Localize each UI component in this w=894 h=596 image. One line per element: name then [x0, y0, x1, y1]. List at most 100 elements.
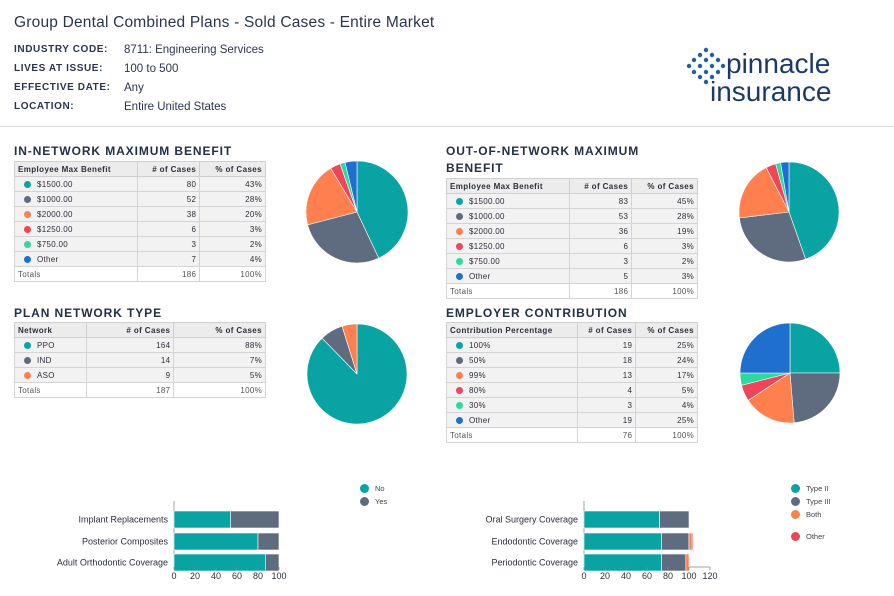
cell-cases: 83 [569, 193, 633, 209]
cell-pct: 45% [631, 193, 698, 209]
x-tick-label: 20 [190, 571, 200, 581]
category-label: Periodontic Coverage [491, 558, 578, 568]
pie-slice [356, 160, 409, 259]
category-label: Oral Surgery Coverage [485, 515, 578, 525]
legend-dot-icon [456, 371, 463, 379]
logo-text-bottom: insurance [710, 76, 832, 107]
row-label: Other [37, 254, 59, 264]
pie-plan-network [306, 323, 408, 425]
bar-chart-coverage: Implant Replacements Posterior Composites… [57, 501, 287, 581]
x-tick-label: 80 [253, 571, 263, 581]
x-tick-label: 40 [621, 571, 631, 581]
totals-cases: 76 [577, 427, 637, 443]
cell-label: Other [445, 268, 571, 284]
category-label: Posterior Composites [82, 537, 169, 547]
cell-pct: 2% [631, 253, 698, 269]
row-label: $1000.00 [469, 211, 505, 221]
table-row: 80% 4 5% [445, 382, 698, 398]
legend-dot-icon [24, 371, 31, 379]
cell-label: $1000.00 [13, 191, 139, 207]
legend-item: Other [791, 530, 831, 543]
x-tick-label: 0 [581, 571, 586, 581]
category-label: Implant Replacements [78, 515, 168, 525]
legend-swatch [360, 484, 369, 493]
section-title-plan-network: PLAN NETWORK TYPE [14, 306, 162, 320]
cell-label: $750.00 [445, 253, 571, 269]
cell-pct: 28% [199, 191, 266, 207]
meta-value: 100 to 500 [124, 62, 179, 75]
bar-segment [257, 532, 280, 551]
bar-segment [659, 510, 690, 529]
table-row: $1250.00 6 3% [13, 221, 266, 237]
totals-cases: 186 [569, 283, 633, 299]
x-tick-label: 60 [232, 571, 242, 581]
pie-slice [738, 167, 790, 219]
totals-cases: 187 [85, 382, 175, 398]
legend-dot-icon [24, 180, 31, 188]
row-label: Other [469, 415, 491, 425]
pie-in-network [305, 160, 409, 264]
col-header: Employee Max Benefit [13, 161, 139, 177]
bar-segment [173, 510, 232, 529]
bar-segment [685, 553, 690, 572]
cell-label: $1500.00 [13, 176, 139, 192]
row-label: $1250.00 [37, 224, 73, 234]
legend-dot-icon [456, 272, 463, 280]
table-row: 99% 13 17% [445, 367, 698, 383]
table-body: $1500.00 80 43% $1000.00 52 28% $2000.00 38 20% $… [13, 176, 266, 282]
row-label: $1000.00 [37, 194, 73, 204]
header-divider [0, 126, 894, 127]
legend-dot-icon [456, 341, 463, 349]
table-row: $1250.00 6 3% [445, 238, 698, 254]
row-label: 50% [469, 355, 486, 365]
category-label: Adult Orthodontic Coverage [57, 558, 168, 568]
cell-cases: 9 [85, 367, 175, 383]
bar-segment [583, 510, 660, 529]
row-label: Other [469, 271, 491, 281]
totals-pct: 100% [631, 283, 698, 299]
totals-row: Totals 186 100% [445, 283, 698, 299]
cell-pct: 3% [199, 221, 266, 237]
cell-pct: 25% [635, 412, 698, 428]
cell-cases: 164 [85, 337, 175, 353]
bar-segment [265, 553, 280, 572]
legend-dot-icon [456, 386, 463, 394]
pie-employer-contribution [739, 322, 841, 424]
x-tick-label: 0 [171, 571, 176, 581]
bar-segment [173, 532, 259, 551]
cell-pct: 25% [635, 337, 698, 353]
row-label: $1500.00 [469, 196, 505, 206]
row-label: $1500.00 [37, 179, 73, 189]
totals-row: Totals 76 100% [445, 427, 698, 443]
table-row: Other 7 4% [13, 251, 266, 267]
cell-pct: 43% [199, 176, 266, 192]
legend-label: Type II [806, 484, 829, 493]
pie-slice [789, 372, 841, 424]
legend-dot-icon [456, 227, 463, 235]
legend-dot-icon [456, 242, 463, 250]
cell-cases: 3 [577, 397, 637, 413]
legend-swatch [360, 497, 369, 506]
col-header: Employee Max Benefit [445, 178, 571, 194]
x-tick-label: 20 [600, 571, 610, 581]
cell-cases: 3 [137, 236, 201, 252]
pie-slice [789, 322, 841, 374]
legend-dot-icon [24, 225, 31, 233]
cell-label: $1500.00 [445, 193, 571, 209]
section-title-employer-contribution: EMPLOYER CONTRIBUTION [446, 306, 628, 320]
cell-label: 50% [445, 352, 579, 368]
cell-cases: 19 [577, 412, 637, 428]
bar-segment [173, 553, 266, 572]
totals-label: Totals [445, 427, 579, 443]
bar-segment [583, 553, 662, 572]
legend-dot-icon [24, 341, 31, 349]
x-tick-label: 100 [271, 571, 286, 581]
cell-cases: 5 [569, 268, 633, 284]
row-label: 80% [469, 385, 486, 395]
cell-pct: 5% [173, 367, 266, 383]
cell-cases: 13 [577, 367, 637, 383]
table-row: PPO 164 88% [14, 337, 266, 353]
x-tick-label: 100 [681, 571, 696, 581]
cell-cases: 36 [569, 223, 633, 239]
row-label: PPO [37, 340, 55, 350]
